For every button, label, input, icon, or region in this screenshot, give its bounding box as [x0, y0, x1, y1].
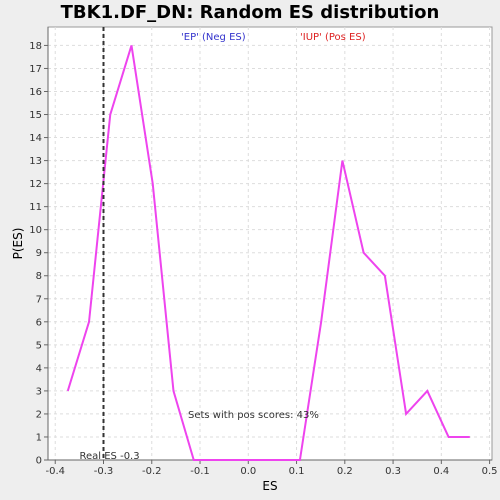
- chart-title: TBK1.DF_DN: Random ES distribution: [61, 2, 440, 23]
- x-axis-label: ES: [262, 479, 277, 493]
- x-tick-label: 0.5: [482, 466, 498, 477]
- es-distribution-line: [66, 45, 470, 461]
- pos-scores-annotation: Sets with pos scores: 43%: [188, 410, 319, 421]
- y-tick-label: 10: [29, 225, 42, 236]
- x-tick-label: -0.1: [190, 466, 210, 477]
- y-tick-label: 13: [29, 156, 42, 167]
- legend-pos-es: 'IUP' (Pos ES): [300, 32, 366, 43]
- y-tick-label: 6: [36, 317, 42, 328]
- series: [66, 45, 470, 461]
- x-tick-label: 0.4: [433, 466, 449, 477]
- x-tick-label: 0.3: [385, 466, 401, 477]
- real-es-label: Real ES -0.3: [80, 451, 140, 462]
- y-tick-label: 12: [29, 179, 42, 190]
- x-tick-label: -0.3: [94, 466, 114, 477]
- y-tick-label: 11: [29, 202, 42, 213]
- y-tick-label: 7: [36, 294, 42, 305]
- x-tick-label: -0.2: [142, 466, 162, 477]
- y-tick-label: 5: [36, 340, 42, 351]
- y-axis-label: P(ES): [11, 228, 25, 260]
- y-tick-label: 8: [36, 271, 42, 282]
- y-tick-label: 15: [29, 110, 42, 121]
- x-tick-label: 0.2: [337, 466, 353, 477]
- legend-neg-es: 'EP' (Neg ES): [181, 32, 246, 43]
- grid: [48, 27, 492, 461]
- y-tick-label: 16: [29, 87, 42, 98]
- y-tick-label: 3: [36, 386, 42, 397]
- y-tick-label: 1: [36, 432, 42, 443]
- y-tick-label: 18: [29, 41, 42, 52]
- y-tick-label: 2: [36, 409, 42, 420]
- x-tick-label: -0.4: [45, 466, 65, 477]
- y-tick-label: 0: [36, 456, 42, 467]
- plot-area: [47, 26, 493, 461]
- y-tick-label: 9: [36, 248, 42, 259]
- x-tick-label: 0.0: [240, 466, 256, 477]
- y-tick-label: 17: [29, 64, 42, 75]
- y-tick-label: 4: [36, 363, 42, 374]
- x-tick-label: 0.1: [289, 466, 305, 477]
- y-tick-label: 14: [29, 133, 42, 144]
